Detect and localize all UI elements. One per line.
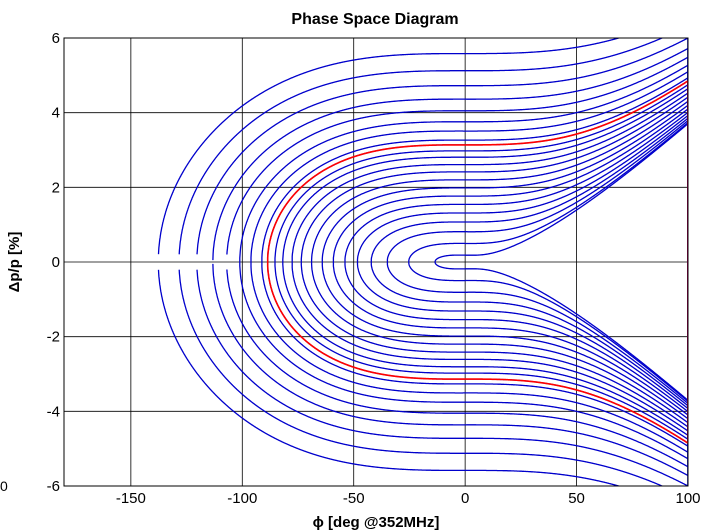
trajectory-line xyxy=(370,117,688,407)
x-axis-label: ϕ [deg @352MHz] xyxy=(313,514,440,531)
x-tick-label: 100 xyxy=(675,490,700,507)
x-tick-label: -100 xyxy=(227,490,257,507)
y-tick-label: 6 xyxy=(52,30,60,47)
trajectory-line xyxy=(157,38,688,486)
y-tick-label: 0 xyxy=(52,254,60,271)
x-tick-label: 0 xyxy=(461,490,469,507)
x-tick-label: -50 xyxy=(343,490,365,507)
chart-title: Phase Space Diagram xyxy=(291,11,458,28)
trajectory-line xyxy=(291,92,688,432)
x-tick-label: 50 xyxy=(568,490,585,507)
trajectory-line xyxy=(356,114,688,410)
separatrix-line xyxy=(266,80,688,444)
trajectory-line xyxy=(434,123,688,401)
trajectory-line xyxy=(274,84,688,440)
y-tick-label: 4 xyxy=(52,105,60,122)
trajectory-line xyxy=(310,100,688,424)
trajectory-line xyxy=(178,38,688,486)
trajectory-line xyxy=(250,71,688,453)
trajectory-line xyxy=(332,108,688,416)
trajectory-group xyxy=(157,38,688,486)
trajectory-line xyxy=(212,47,688,477)
trajectory-line xyxy=(408,121,688,403)
trajectory-line xyxy=(282,87,688,437)
trajectory-line xyxy=(386,119,688,405)
trajectory-line xyxy=(344,111,688,413)
x-tick-label: -150 xyxy=(116,490,146,507)
trajectory-line xyxy=(226,56,688,468)
tick-labels: -150 -100 -50 0 50 100 -6 -4 -2 0 2 4 6 xyxy=(47,30,701,507)
y-tick-label: 2 xyxy=(52,179,60,196)
y-tick-label: -4 xyxy=(47,403,60,420)
grid-lines xyxy=(64,37,689,487)
trajectory-line xyxy=(261,77,688,447)
trajectory-line xyxy=(196,38,688,486)
y-axis-label: Δp/p [%] xyxy=(6,232,23,293)
trajectory-line xyxy=(239,64,688,460)
y-tick-label: -6 xyxy=(47,478,60,495)
y-tick-label: -2 xyxy=(47,329,60,346)
plot-frame xyxy=(63,37,689,487)
trajectory-line xyxy=(300,96,688,428)
trajectory-line xyxy=(321,104,688,420)
stray-text: 0 xyxy=(0,478,8,494)
